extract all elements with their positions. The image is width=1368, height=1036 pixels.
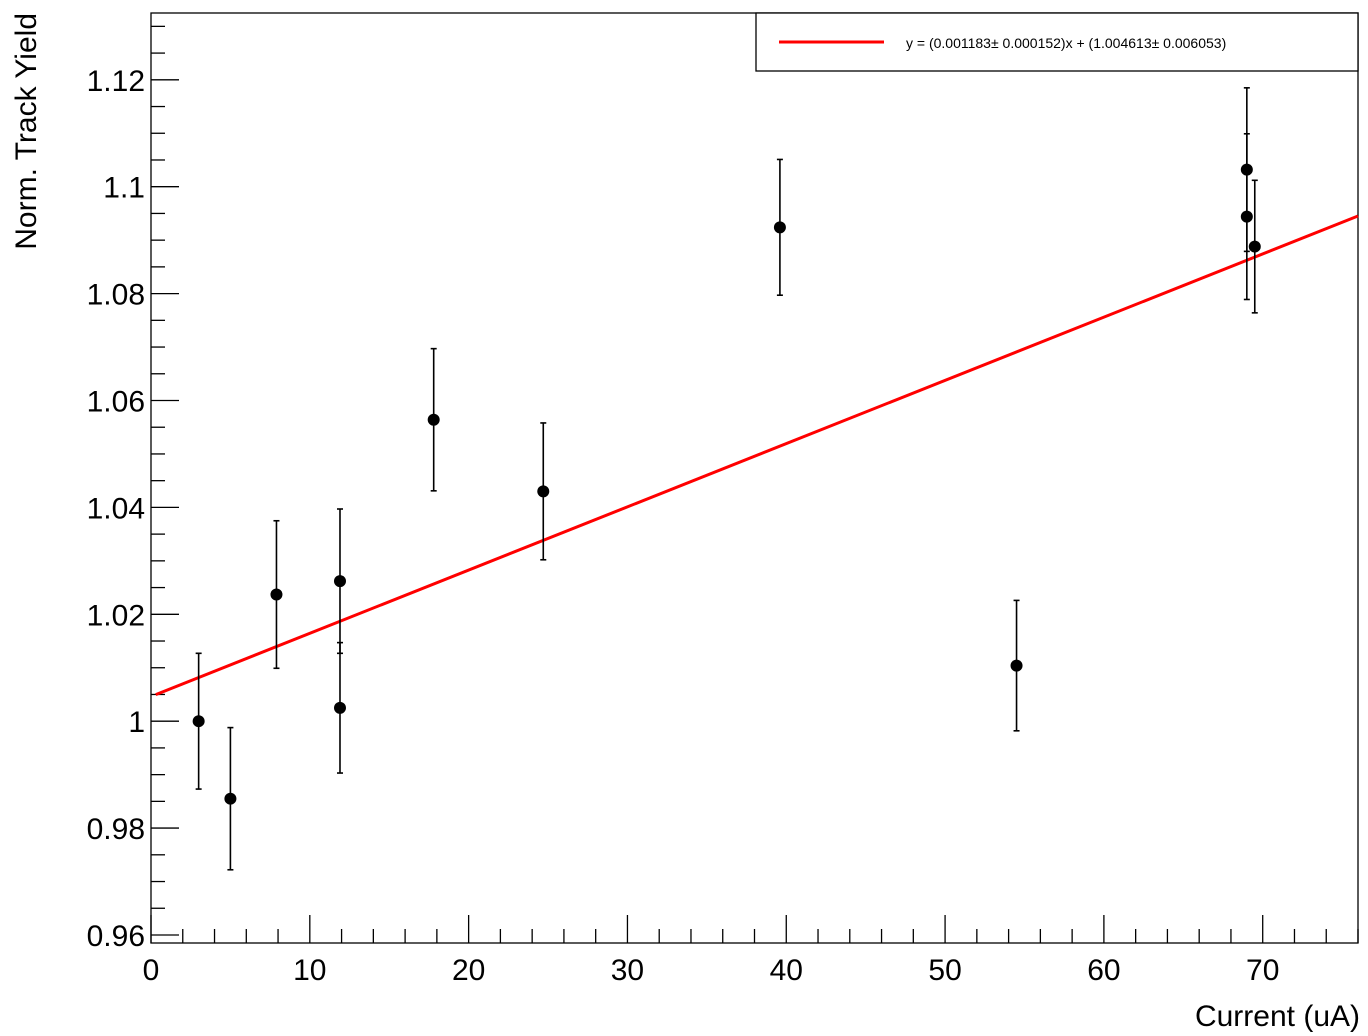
x-tick-label: 60 [1087, 954, 1120, 987]
point-marker [1240, 210, 1253, 223]
y-tick-label: 1.12 [87, 65, 145, 98]
x-tick-label: 0 [143, 954, 160, 987]
y-tick-label: 1 [128, 706, 145, 739]
legend: y = (0.001183± 0.000152)x + (1.004613± 0… [755, 12, 1359, 72]
point-marker [270, 588, 283, 601]
data-point [1248, 179, 1261, 314]
y-tick-label: 1.06 [87, 386, 145, 419]
data-point [333, 508, 346, 655]
y-tick-label: 1.08 [87, 279, 145, 312]
fit-layer [155, 214, 1359, 697]
data-point [1240, 132, 1253, 301]
point-marker [427, 413, 440, 426]
data-points [192, 87, 1261, 871]
legend-fit-label: y = (0.001183± 0.000152)x + (1.004613± 0… [906, 35, 1226, 51]
data-point [192, 652, 205, 790]
y-tick-label: 1.02 [87, 599, 145, 632]
x-tick-label: 20 [452, 954, 485, 987]
x-tick-label: 30 [611, 954, 644, 987]
point-marker [1010, 659, 1023, 672]
data-point [537, 422, 550, 561]
data-point [1010, 599, 1023, 732]
y-tick-label: 1.04 [87, 492, 145, 525]
y-tick-label: 0.98 [87, 813, 145, 846]
y-axis-label: Norm. Track Yield [10, 13, 43, 250]
point-marker [333, 575, 346, 588]
data-point [773, 158, 786, 297]
x-tick-label: 50 [928, 954, 961, 987]
point-marker [333, 701, 346, 714]
data-point [427, 347, 440, 492]
point-marker [192, 715, 205, 728]
fit-line [155, 214, 1359, 697]
point-marker [537, 485, 550, 498]
data-point [333, 641, 346, 774]
y-axis: 0.96 0.98 1 1.02 1.04 1.06 1.08 1.1 1.12 [87, 25, 179, 953]
y-tick-label: 1.1 [103, 172, 145, 205]
x-tick-label: 70 [1246, 954, 1279, 987]
x-tick-label: 10 [293, 954, 326, 987]
data-point [270, 519, 283, 670]
x-tick-label: 40 [770, 954, 803, 987]
x-axis: 0 10 20 30 40 50 60 70 [143, 915, 1359, 987]
point-marker [224, 792, 237, 805]
y-tick-label: 0.96 [87, 920, 145, 953]
point-marker [773, 221, 786, 234]
data-point [224, 726, 237, 871]
point-marker [1248, 240, 1261, 253]
plot-frame [150, 12, 1359, 944]
x-axis-label: Current (uA) [1195, 1000, 1360, 1033]
